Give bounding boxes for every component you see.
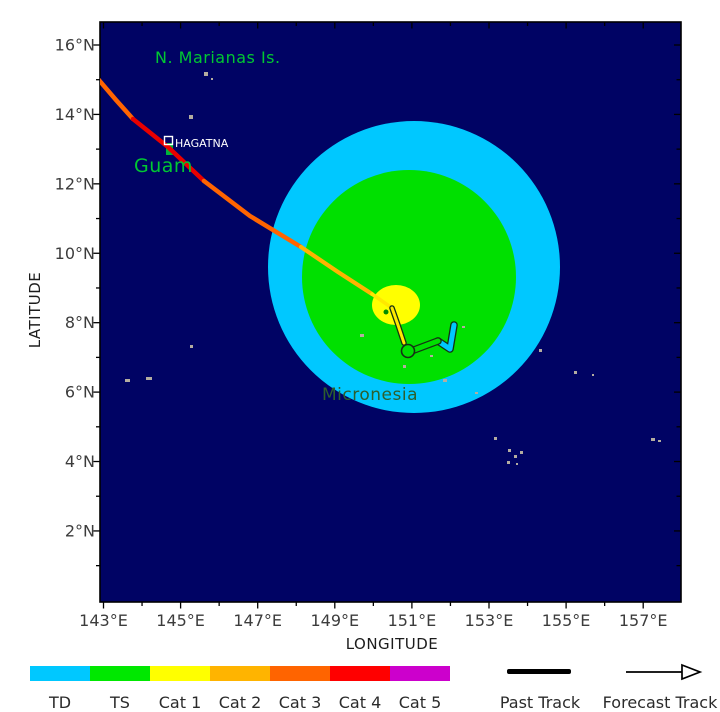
legend-swatch-cat3 (270, 666, 330, 681)
legend-swatch-td (30, 666, 90, 681)
svg-text:16°N: 16°N (55, 36, 95, 55)
storm-wind-radii-circles (268, 121, 560, 413)
x-axis-title: LONGITUDE (346, 635, 439, 653)
cyclone-track-map: HAGATNA N. Marianas Is. Guam Micronesia … (26, 21, 682, 653)
n-marianas-label: N. Marianas Is. (155, 48, 281, 67)
legend-label-cat2: Cat 2 (218, 693, 262, 712)
past-track-line-sample (507, 669, 571, 674)
svg-text:8°N: 8°N (65, 313, 95, 332)
legend-swatch-ts (90, 666, 150, 681)
past-track-line (400, 321, 458, 359)
svg-text:157°E: 157°E (619, 611, 668, 630)
hagatna-city-marker (163, 135, 174, 146)
axis-tick-labels: 143°E 145°E 147°E 149°E 151°E 153°E 155°E 157°E… (55, 36, 668, 631)
legend-label-cat4: Cat 4 (338, 693, 382, 712)
guam-label: Guam (134, 155, 193, 177)
y-axis-title: LATITUDE (26, 272, 44, 349)
svg-text:145°E: 145°E (156, 611, 205, 630)
axis-ticks (93, 22, 681, 609)
legend-label-cat1: Cat 1 (158, 693, 202, 712)
svg-text:6°N: 6°N (65, 383, 95, 402)
legend-label-forecast-track: Forecast Track (602, 693, 718, 712)
svg-text:153°E: 153°E (465, 611, 514, 630)
svg-text:14°N: 14°N (55, 105, 95, 124)
svg-text:143°E: 143°E (79, 611, 128, 630)
legend-swatch-cat1 (150, 666, 210, 681)
legend-label-past-track: Past Track (499, 693, 581, 712)
legend-swatch-cat4 (330, 666, 390, 681)
legend-label-ts: TS (110, 693, 130, 712)
svg-text:149°E: 149°E (310, 611, 359, 630)
legend-swatch-cat2 (210, 666, 270, 681)
legend-swatch-cat5 (390, 666, 450, 681)
micronesia-label: Micronesia (322, 385, 418, 405)
svg-text:4°N: 4°N (65, 452, 95, 471)
forecast-track-arrow-sample (626, 663, 703, 681)
svg-text:12°N: 12°N (55, 174, 95, 193)
svg-text:147°E: 147°E (233, 611, 282, 630)
svg-text:155°E: 155°E (542, 611, 591, 630)
forecast-track-line (100, 77, 407, 346)
legend-label-cat5: Cat 5 (398, 693, 442, 712)
svg-text:2°N: 2°N (65, 521, 95, 540)
legend-label-cat3: Cat 3 (278, 693, 322, 712)
svg-text:10°N: 10°N (55, 244, 95, 263)
legend: TD TS Cat 1 Cat 2 Cat 3 Cat 4 Cat 5 Past… (0, 660, 720, 712)
legend-label-td: TD (48, 693, 72, 712)
svg-text:151°E: 151°E (388, 611, 437, 630)
hagatna-label: HAGATNA (175, 137, 229, 150)
